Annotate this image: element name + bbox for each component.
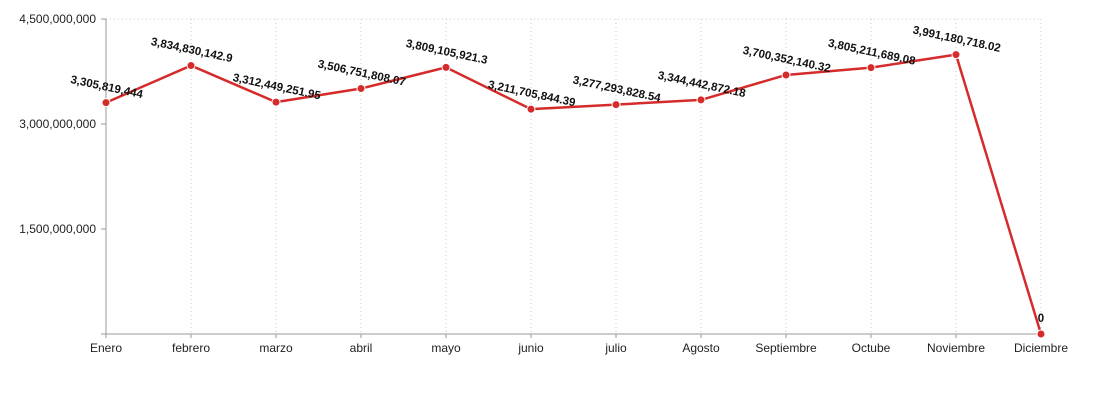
x-axis-ticks: Enero febrero marzo abril mayo junio julio Agos… [90,334,1068,355]
data-point [696,95,706,105]
x-tick-label: Septiembre [755,341,817,355]
axes [105,19,1041,335]
data-point [1036,329,1046,339]
data-point [186,61,196,71]
data-point [951,50,961,60]
x-tick-label: Diciembre [1014,341,1068,355]
y-tick-label: 4,500,000,000 [19,12,96,26]
data-point [611,100,621,110]
x-tick-label: julio [604,341,627,355]
y-axis-ticks: 1,500,000,000 3,000,000,000 4,500,000,000 [19,12,106,335]
data-point [271,97,281,107]
data-labels: 3,305,819,4443,834,830,142.93,312,449,25… [69,25,1044,325]
y-tick-label: 3,000,000,000 [19,117,96,131]
data-point [356,84,366,94]
data-point [101,98,111,108]
x-tick-label: mayo [431,341,461,355]
x-tick-label: Noviembre [927,341,985,355]
data-label: 3,834,830,142.9 [150,36,234,65]
x-tick-label: febrero [172,341,210,355]
data-label: 3,809,105,921.3 [405,38,489,67]
x-tick-label: junio [517,341,544,355]
data-point [526,104,536,114]
series-line [105,53,1043,335]
data-point [781,70,791,80]
data-label: 3,305,819,444 [69,74,144,101]
y-tick-label: 1,500,000,000 [19,222,96,236]
x-tick-label: Octube [852,341,891,355]
x-tick-label: Enero [90,341,122,355]
x-tick-label: marzo [259,341,293,355]
x-tick-label: abril [350,341,373,355]
data-point [866,63,876,73]
data-label: 0 [1038,313,1044,325]
series-group [101,50,1046,339]
x-tick-label: Agosto [682,341,720,355]
grid [106,18,1042,334]
data-point [441,62,451,72]
